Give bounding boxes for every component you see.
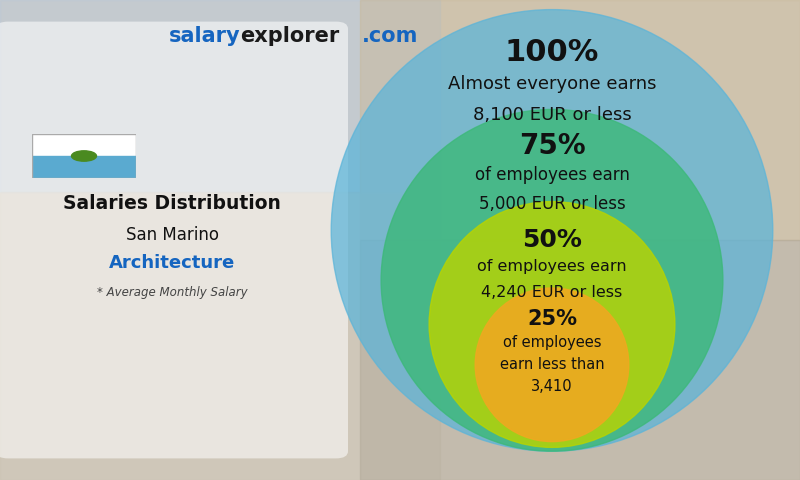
Circle shape (475, 288, 629, 442)
Text: San Marino: San Marino (126, 226, 218, 244)
Text: 25%: 25% (527, 309, 577, 329)
Text: 75%: 75% (518, 132, 586, 160)
Circle shape (381, 109, 723, 451)
Text: 4,240 EUR or less: 4,240 EUR or less (482, 285, 622, 300)
Text: 8,100 EUR or less: 8,100 EUR or less (473, 106, 631, 124)
Text: earn less than: earn less than (500, 357, 604, 372)
Text: Salaries Distribution: Salaries Distribution (63, 194, 281, 214)
Text: 3,410: 3,410 (531, 379, 573, 395)
Bar (32, 156, 136, 178)
Text: 5,000 EUR or less: 5,000 EUR or less (478, 194, 626, 213)
Circle shape (331, 10, 773, 451)
Bar (360, 240, 800, 480)
FancyBboxPatch shape (0, 22, 348, 458)
Circle shape (71, 151, 97, 161)
Circle shape (429, 202, 675, 447)
Bar (360, 0, 800, 240)
Bar (0, 0, 440, 192)
Text: of employees earn: of employees earn (474, 166, 630, 184)
Text: 50%: 50% (522, 228, 582, 252)
Text: * Average Monthly Salary: * Average Monthly Salary (97, 286, 247, 299)
Bar (0, 192, 440, 480)
Text: Almost everyone earns: Almost everyone earns (448, 74, 656, 93)
Text: of employees: of employees (502, 335, 602, 350)
Text: explorer: explorer (240, 26, 339, 47)
Text: .com: .com (362, 26, 418, 47)
Text: 100%: 100% (505, 38, 599, 67)
Bar (32, 134, 136, 156)
Text: Architecture: Architecture (109, 254, 235, 273)
Text: salary: salary (168, 26, 240, 47)
Text: of employees earn: of employees earn (477, 259, 627, 275)
